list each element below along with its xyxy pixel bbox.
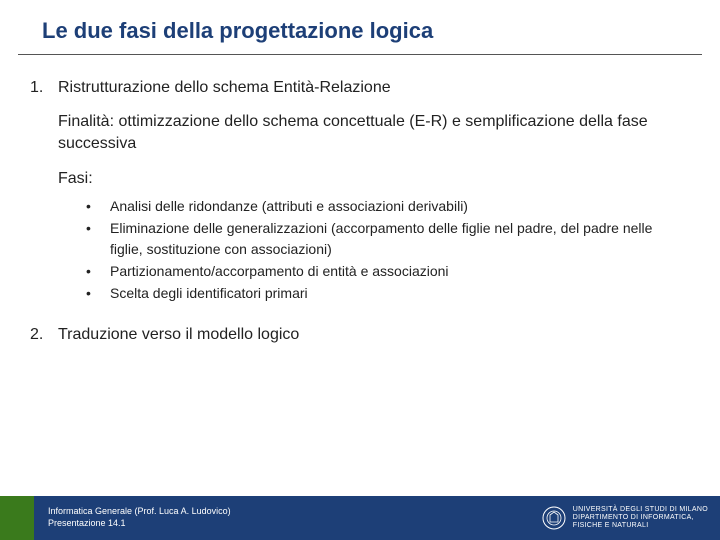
footer-accent: [0, 496, 34, 540]
bullet-item: • Partizionamento/accorpamento di entità…: [86, 261, 678, 281]
finalita-text: Finalità: ottimizzazione dello schema co…: [58, 111, 678, 154]
slide: Le due fasi della progettazione logica 1…: [0, 0, 720, 540]
bullet-text: Analisi delle ridondanze (attributi e as…: [110, 196, 678, 216]
bullet-item: • Scelta degli identificatori primari: [86, 283, 678, 303]
bullet-text: Eliminazione delle generalizzazioni (acc…: [110, 218, 678, 259]
uni-line1: UNIVERSITÀ DEGLI STUDI DI MILANO: [573, 506, 708, 514]
bullet-list: • Analisi delle ridondanze (attributi e …: [86, 196, 678, 303]
fasi-label: Fasi:: [58, 170, 678, 188]
bullet-item: • Eliminazione delle generalizzazioni (a…: [86, 218, 678, 259]
bullet-icon: •: [86, 196, 110, 216]
body: 1. Ristrutturazione dello schema Entità-…: [0, 55, 720, 344]
bullet-item: • Analisi delle ridondanze (attributi e …: [86, 196, 678, 216]
bullet-text: Partizionamento/accorpamento di entità e…: [110, 261, 678, 281]
footer-line1: Informatica Generale (Prof. Luca A. Ludo…: [48, 506, 231, 518]
bullet-icon: •: [86, 283, 110, 303]
footer-line2: Presentazione 14.1: [48, 518, 231, 530]
list-text: Traduzione verso il modello logico: [58, 326, 299, 344]
list-number: 2.: [30, 326, 58, 344]
footer-bar: Informatica Generale (Prof. Luca A. Ludo…: [34, 496, 720, 540]
footer-text: Informatica Generale (Prof. Luca A. Ludo…: [48, 506, 231, 529]
list-number: 1.: [30, 79, 58, 97]
bullet-icon: •: [86, 218, 110, 259]
list-item-2: 2. Traduzione verso il modello logico: [30, 326, 678, 344]
bullet-text: Scelta degli identificatori primari: [110, 283, 678, 303]
list-text: Ristrutturazione dello schema Entità-Rel…: [58, 79, 391, 97]
list-item-1: 1. Ristrutturazione dello schema Entità-…: [30, 79, 678, 97]
university-text: UNIVERSITÀ DEGLI STUDI DI MILANO DIPARTI…: [573, 506, 708, 530]
title-area: Le due fasi della progettazione logica: [0, 0, 720, 54]
uni-line2: DIPARTIMENTO DI INFORMATICA,: [573, 514, 708, 522]
page-title: Le due fasi della progettazione logica: [42, 18, 720, 44]
bullet-icon: •: [86, 261, 110, 281]
crest-icon: [541, 505, 567, 531]
footer: Informatica Generale (Prof. Luca A. Ludo…: [0, 496, 720, 540]
uni-line3: FISICHE E NATURALI: [573, 522, 708, 530]
university-logo: UNIVERSITÀ DEGLI STUDI DI MILANO DIPARTI…: [541, 505, 708, 531]
